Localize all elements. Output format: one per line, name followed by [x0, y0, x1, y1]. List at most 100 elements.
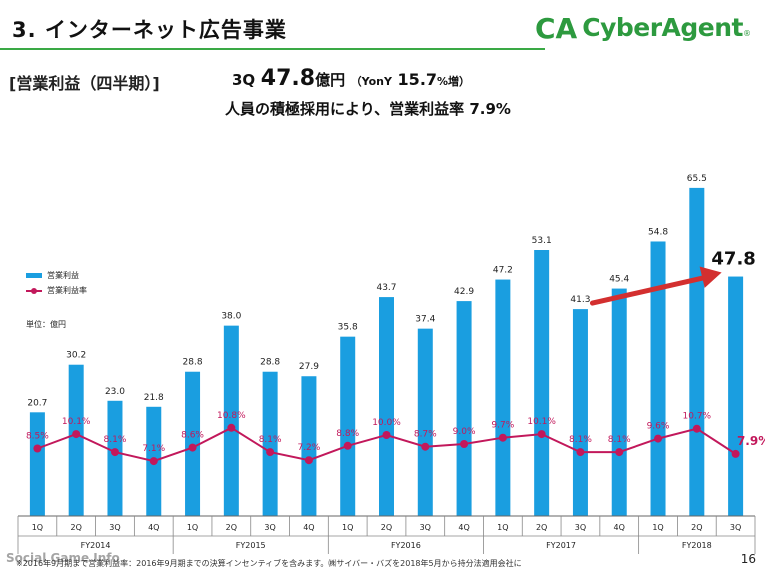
title-underline: [0, 48, 545, 50]
trend-arrow-head: [699, 266, 722, 288]
margin-label: 8.1%: [569, 435, 592, 445]
margin-point: [615, 448, 624, 457]
bar-value-label: 20.7: [27, 398, 47, 408]
x-tick-label: 2Q: [226, 523, 237, 532]
headline-yoy-suffix: %増）: [437, 75, 471, 88]
unit-label: 単位：億円: [26, 320, 66, 329]
margin-point: [149, 457, 158, 466]
bar-value-label: 21.8: [144, 393, 164, 403]
margin-point: [266, 448, 275, 457]
bar-value-label: 47.8: [711, 249, 755, 270]
headline-subline: 人員の積極採用により、営業利益率 7.9%: [225, 100, 511, 118]
margin-point: [654, 434, 663, 443]
headline-yoy-label: （YonY: [350, 75, 392, 88]
bar: [29, 412, 45, 516]
svg-text:CA: CA: [535, 12, 578, 44]
headline-value: 47.8: [260, 66, 316, 91]
logo-text: CyberAgent: [582, 12, 743, 42]
margin-label: 8.1%: [608, 435, 631, 445]
registered-mark: ®: [743, 29, 751, 38]
x-tick-label: 3Q: [575, 523, 586, 532]
x-tick-label: 3Q: [420, 523, 431, 532]
bar: [68, 364, 84, 516]
margin-point: [421, 442, 430, 451]
margin-label: 8.5%: [26, 432, 49, 442]
footer-note: ※2016年9月期まで営業利益率：2016年9月期までの決算インセンティブを含み…: [16, 559, 522, 568]
margin-point: [576, 448, 585, 457]
x-tick-label: 2Q: [691, 523, 702, 532]
page-number: 16: [740, 552, 756, 566]
margin-label: 10.8%: [217, 411, 246, 421]
margin-point: [460, 440, 469, 448]
fiscal-year-label: FY2017: [546, 541, 576, 550]
bar: [495, 279, 511, 516]
ca-logo-icon: CA: [535, 12, 578, 44]
bar: [689, 187, 705, 516]
bar-value-label: 28.8: [260, 358, 280, 368]
legend-line-swatch: [26, 287, 42, 294]
bar-value-label: 30.2: [66, 351, 86, 361]
bar-value-label: 53.1: [532, 236, 552, 246]
margin-point: [692, 424, 701, 433]
bar: [534, 249, 550, 517]
bar: [650, 241, 666, 516]
legend-line-label: 営業利益率: [47, 286, 87, 295]
margin-label: 7.1%: [142, 444, 165, 454]
headline-unit: 億円: [315, 71, 346, 89]
bar: [301, 376, 317, 516]
x-tick-label: 4Q: [148, 523, 159, 532]
margin-point: [343, 441, 352, 450]
margin-point: [72, 430, 81, 439]
fiscal-year-label: FY2016: [391, 541, 421, 550]
x-tick-label: 3Q: [730, 523, 741, 532]
fiscal-year-label: FY2014: [81, 541, 111, 550]
margin-label: 9.6%: [647, 422, 670, 432]
margin-point: [227, 423, 236, 432]
x-tick-label: 3Q: [264, 523, 275, 532]
legend-item-bar: 営業利益: [26, 268, 87, 283]
trend-arrow-line: [589, 273, 717, 306]
bar-value-label: 65.5: [687, 174, 707, 184]
legend-bar-label: 営業利益: [47, 271, 79, 280]
bar-value-label: 23.0: [105, 387, 125, 397]
page-title: 3. インターネット広告事業: [12, 18, 287, 42]
cyberagent-logo: CA CyberAgent ®: [534, 10, 751, 44]
chart-legend: 営業利益 営業利益率: [26, 268, 87, 298]
bar-value-label: 45.4: [609, 275, 629, 285]
x-tick-label: 2Q: [70, 523, 81, 532]
x-tick-label: 3Q: [109, 523, 120, 532]
watermark: Social Game Info: [6, 551, 120, 565]
bar-value-label: 35.8: [338, 323, 358, 333]
bar: [340, 336, 356, 516]
margin-label: 7.9%: [737, 434, 765, 448]
margin-label: 9.0%: [453, 427, 476, 437]
bar: [379, 297, 394, 516]
x-tick-label: 1Q: [32, 523, 43, 532]
margin-label: 10.1%: [62, 417, 91, 427]
x-tick-label: 1Q: [342, 523, 353, 532]
x-tick-label: 1Q: [497, 523, 508, 532]
legend-bar-swatch: [26, 273, 42, 278]
bar-value-label: 28.8: [183, 358, 203, 368]
x-tick-label: 2Q: [381, 523, 392, 532]
bar: [107, 400, 123, 516]
legend-item-line: 営業利益率: [26, 283, 87, 298]
margin-label: 10.1%: [527, 417, 556, 427]
bar-value-label: 37.4: [415, 315, 435, 325]
margin-label: 8.8%: [336, 429, 359, 439]
margin-point: [537, 430, 546, 439]
x-tick-label: 4Q: [614, 523, 625, 532]
fiscal-year-label: FY2018: [682, 541, 712, 550]
margin-point: [498, 433, 507, 442]
margin-point: [382, 431, 391, 439]
bar-value-label: 41.3: [570, 295, 590, 305]
margin-label: 8.1%: [259, 435, 282, 445]
margin-point: [110, 448, 119, 457]
bar: [611, 288, 627, 516]
margin-point: [33, 444, 42, 453]
fiscal-year-label: FY2015: [236, 541, 266, 550]
bar: [262, 371, 278, 516]
bar-value-label: 42.9: [454, 287, 474, 297]
margin-label: 8.1%: [104, 435, 127, 445]
